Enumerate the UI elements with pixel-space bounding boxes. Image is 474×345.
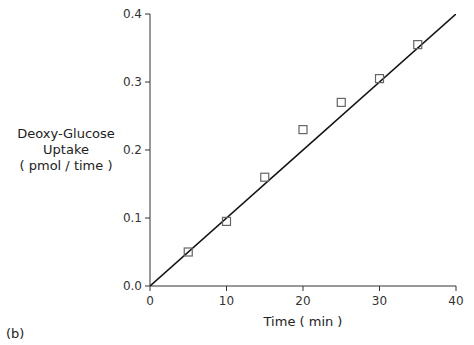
y-tick-label: 0.1 — [123, 211, 142, 225]
x-tick — [303, 286, 304, 291]
y-tick — [145, 14, 150, 15]
x-tick — [226, 286, 227, 291]
point — [223, 217, 231, 225]
x-tick-label: 30 — [372, 294, 387, 308]
x-tick — [456, 286, 457, 291]
y-tick — [145, 150, 150, 151]
point — [337, 98, 345, 106]
x-tick — [150, 286, 151, 291]
y-axis-label: Uptake — [43, 142, 89, 157]
axes: 0 10 20 30 40 0.0 0.1 0.2 0.3 0.4 — [123, 7, 464, 308]
x-tick — [379, 286, 380, 291]
y-tick-label: 0.4 — [123, 7, 142, 21]
y-axis-label: Deoxy-Glucose — [17, 126, 115, 141]
point — [414, 41, 422, 49]
y-axis-label: ( pmol / time ) — [20, 158, 113, 173]
point — [184, 248, 192, 256]
y-tick — [145, 286, 150, 287]
panel-label: (b) — [6, 326, 24, 341]
x-tick-label: 40 — [448, 294, 463, 308]
y-tick-label: 0.2 — [123, 143, 142, 157]
x-tick-label: 0 — [146, 294, 154, 308]
regression-line — [150, 14, 456, 286]
x-tick-label: 20 — [295, 294, 310, 308]
y-tick-label: 0.3 — [123, 75, 142, 89]
y-tick-label: 0.0 — [123, 279, 142, 293]
x-tick-label: 10 — [219, 294, 234, 308]
y-tick — [145, 82, 150, 83]
point — [376, 75, 384, 83]
plot-area — [150, 14, 456, 286]
chart: 0 10 20 30 40 0.0 0.1 0.2 0.3 0.4 Time ( min ) Deox… — [0, 0, 474, 345]
x-axis-label: Time ( min ) — [263, 314, 343, 329]
point — [299, 126, 307, 134]
point — [261, 173, 269, 181]
y-tick — [145, 218, 150, 219]
